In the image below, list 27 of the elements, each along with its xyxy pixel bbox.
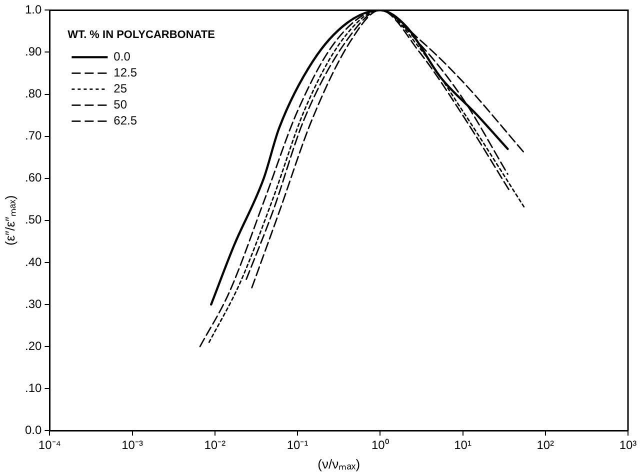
- x-tick-label: 10⁻¹: [286, 438, 308, 452]
- y-tick-label: 0.0: [24, 422, 42, 437]
- x-tick-label: 10⁰: [371, 438, 389, 452]
- x-tick-label: 10¹: [454, 438, 472, 452]
- legend-label: 0.0: [114, 50, 131, 64]
- x-tick-label: 10²: [536, 438, 554, 452]
- y-tick-label: .80: [24, 86, 42, 101]
- y-tick-label: 1.0: [24, 2, 42, 17]
- x-axis-title: (ν/νₘₐₓ): [318, 456, 360, 472]
- y-tick-label: .10: [24, 380, 42, 395]
- legend-label: 62.5: [114, 114, 138, 128]
- y-tick-label: .70: [24, 128, 42, 143]
- legend-label: 50: [114, 98, 128, 112]
- legend-title: WT. % IN POLYCARBONATE: [68, 29, 215, 42]
- x-tick-label: 10⁻²: [204, 438, 226, 452]
- x-tick-label: 10⁻⁴: [38, 438, 61, 452]
- y-tick-label: .90: [24, 44, 42, 59]
- y-tick-label: .60: [24, 170, 42, 185]
- legend-label: 25: [114, 82, 128, 96]
- y-axis-title: (ε″/ε″ₘₐₓ): [2, 195, 18, 246]
- y-tick-label: .30: [24, 296, 42, 311]
- x-tick-label: 10⁻³: [122, 438, 143, 452]
- y-tick-label: .40: [24, 254, 42, 269]
- y-tick-label: .20: [24, 338, 42, 353]
- legend-label: 12.5: [114, 66, 138, 80]
- x-tick-label: 10³: [619, 438, 637, 452]
- y-tick-label: .50: [24, 212, 42, 227]
